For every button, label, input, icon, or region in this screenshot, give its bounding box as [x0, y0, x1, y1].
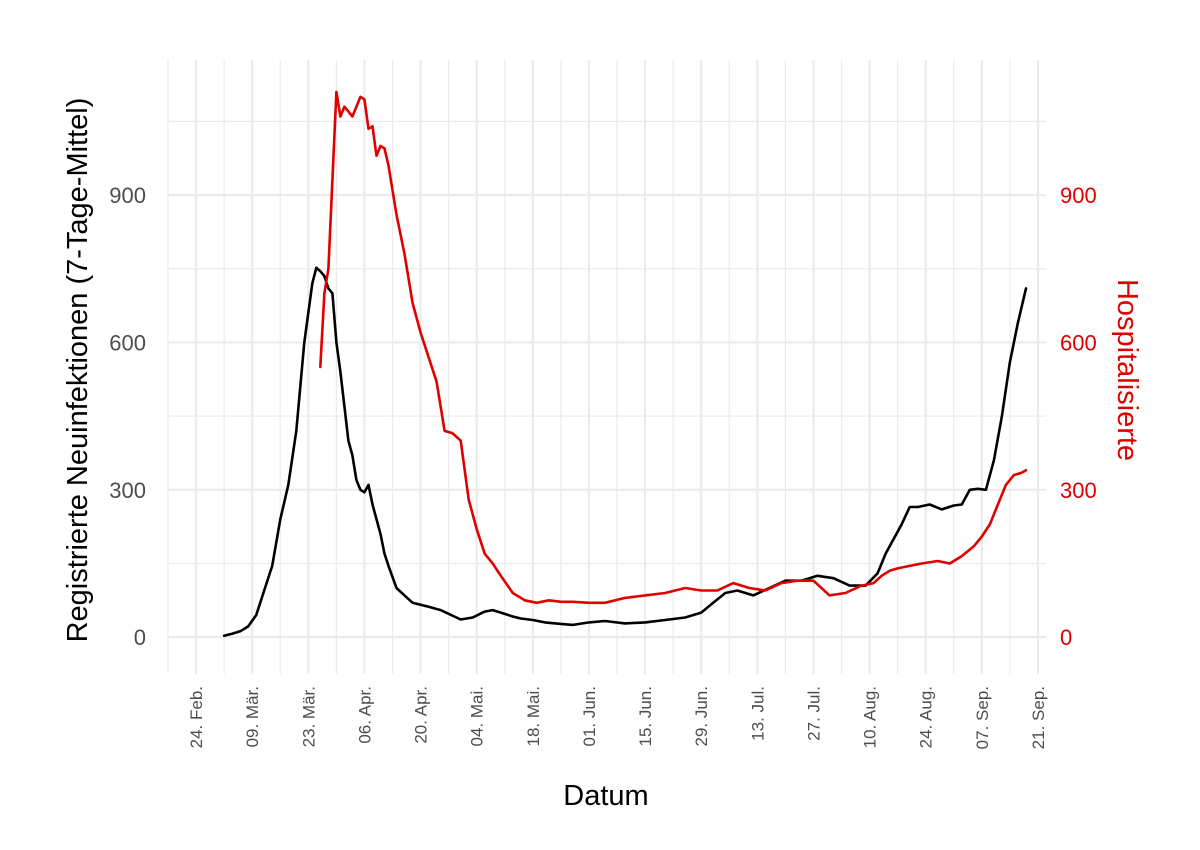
y-tick-label: 600 — [109, 330, 146, 355]
y-axis-ticks: 0 300 600 900 — [109, 183, 146, 650]
x-tick-label: 27. Jul. — [805, 686, 824, 741]
y2-axis-ticks: 0 300 600 900 — [1060, 183, 1097, 650]
x-tick-label: 07. Sep. — [973, 686, 992, 749]
x-axis-title: Datum — [563, 780, 648, 812]
x-tick-label: 24. Feb. — [187, 686, 206, 748]
x-tick-label: 18. Mai. — [524, 686, 543, 746]
y-tick-label: 0 — [134, 625, 146, 650]
x-tick-label: 23. Mär. — [299, 686, 318, 747]
x-tick-label: 21. Sep. — [1029, 686, 1048, 749]
x-tick-label: 04. Mai. — [468, 686, 487, 746]
x-axis-ticks: 24. Feb. 09. Mär. 23. Mär. 06. Apr. 20. Apr.… — [187, 686, 1048, 749]
y-tick-label: 900 — [109, 183, 146, 208]
x-tick-label: 24. Aug. — [917, 686, 936, 748]
x-tick-label: 15. Jun. — [636, 686, 655, 747]
x-tick-label: 29. Jun. — [692, 686, 711, 747]
x-tick-label: 13. Jul. — [748, 686, 767, 741]
x-tick-label: 10. Aug. — [861, 686, 880, 748]
y2-tick-label: 300 — [1060, 478, 1097, 503]
x-tick-label: 01. Jun. — [580, 686, 599, 747]
series-line-hospitalized — [318, 90, 1028, 605]
y2-axis-title: Hospitalisierte — [1111, 279, 1143, 461]
x-tick-label: 09. Mär. — [243, 686, 262, 747]
x-tick-label: 06. Apr. — [355, 686, 374, 744]
y-axis-title: Registrierte Neuinfektionen (7-Tage-Mitt… — [62, 98, 94, 643]
y2-tick-label: 0 — [1060, 625, 1072, 650]
y2-tick-label: 600 — [1060, 330, 1097, 355]
x-tick-label: 20. Apr. — [412, 686, 431, 744]
grid — [167, 60, 1046, 674]
series-layer — [222, 90, 1028, 638]
y-tick-label: 300 — [109, 478, 146, 503]
y2-tick-label: 900 — [1060, 183, 1097, 208]
series-line-infections — [222, 266, 1028, 638]
